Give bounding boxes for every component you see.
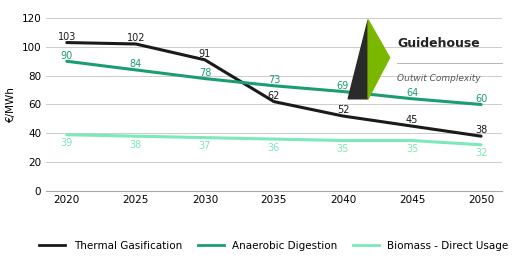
Text: 102: 102 bbox=[126, 33, 145, 43]
Text: 38: 38 bbox=[475, 125, 487, 135]
Text: 62: 62 bbox=[268, 91, 280, 101]
Text: 32: 32 bbox=[475, 148, 487, 158]
Text: 38: 38 bbox=[130, 140, 142, 150]
Text: 91: 91 bbox=[199, 49, 211, 59]
Legend: Thermal Gasification, Anaerobic Digestion, Biomass - Direct Usage: Thermal Gasification, Anaerobic Digestio… bbox=[35, 237, 512, 255]
Y-axis label: €/MWh: €/MWh bbox=[6, 86, 16, 123]
Text: 35: 35 bbox=[406, 144, 418, 154]
Text: 45: 45 bbox=[406, 115, 418, 125]
Polygon shape bbox=[348, 20, 368, 99]
Text: 64: 64 bbox=[406, 88, 418, 98]
Text: 52: 52 bbox=[337, 105, 349, 115]
Text: 35: 35 bbox=[337, 144, 349, 154]
Text: 60: 60 bbox=[475, 94, 487, 104]
Text: 37: 37 bbox=[199, 141, 211, 151]
Text: 90: 90 bbox=[60, 51, 73, 61]
Text: 39: 39 bbox=[60, 138, 73, 148]
Text: 103: 103 bbox=[58, 32, 76, 42]
Polygon shape bbox=[368, 20, 390, 99]
Text: 84: 84 bbox=[130, 59, 142, 69]
Text: 69: 69 bbox=[337, 81, 349, 91]
Text: 78: 78 bbox=[199, 68, 211, 78]
Text: Outwit Complexity: Outwit Complexity bbox=[397, 74, 481, 83]
Text: 73: 73 bbox=[268, 75, 280, 85]
Text: 36: 36 bbox=[268, 143, 280, 153]
Text: Guidehouse: Guidehouse bbox=[397, 37, 480, 50]
